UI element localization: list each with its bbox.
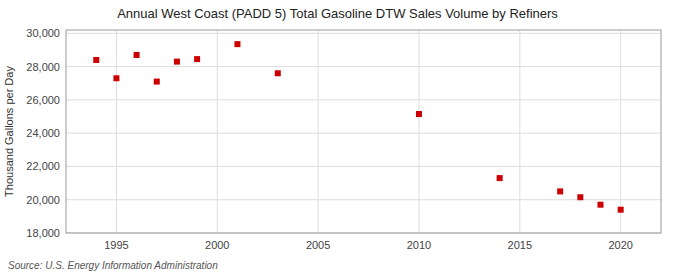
point <box>154 79 160 85</box>
x-tick-label: 2020 <box>608 239 632 251</box>
y-grid-line <box>66 99 661 100</box>
point <box>557 188 563 194</box>
point <box>597 202 603 208</box>
y-tick-label: 30,000 <box>26 27 60 39</box>
page: {"chart_data": {"type": "scatter", "titl… <box>0 0 675 275</box>
y-grid-line <box>66 66 661 67</box>
y-tick-label: 24,000 <box>26 127 60 139</box>
y-tick-label: 20,000 <box>26 194 60 206</box>
point <box>497 175 503 181</box>
chart-svg: Annual West Coast (PADD 5) Total Gasolin… <box>0 0 675 275</box>
y-grid-line <box>66 133 661 134</box>
y-grid-line <box>66 33 661 34</box>
y-tick-label: 28,000 <box>26 61 60 73</box>
x-grid-line <box>519 30 520 233</box>
axes: 18,000 20,000 22,000 24,000 26,000 28,000 30,0… <box>26 27 661 251</box>
point <box>113 75 119 81</box>
y-grid-line <box>66 199 661 200</box>
point <box>234 41 240 47</box>
title: Annual West Coast (PADD 5) Total Gasolin… <box>117 6 558 21</box>
y-tick-label: 22,000 <box>26 160 60 172</box>
point <box>194 56 200 62</box>
point <box>134 52 140 58</box>
plot-frame <box>66 30 661 233</box>
x-grid-line <box>318 30 319 233</box>
point <box>618 207 624 213</box>
point <box>93 57 99 63</box>
point <box>577 194 583 200</box>
x-grid-line <box>418 30 419 233</box>
x-tick-label: 2015 <box>508 239 532 251</box>
source-note: Source: U.S. Energy Information Administ… <box>8 260 218 271</box>
y-grid-line <box>66 166 661 167</box>
y-tick-label: 18,000 <box>26 227 60 239</box>
point <box>174 59 180 65</box>
y-tick-label: 26,000 <box>26 94 60 106</box>
grid <box>66 30 661 233</box>
x-tick-label: 2005 <box>306 239 330 251</box>
x-grid-line <box>116 30 117 233</box>
point <box>275 70 281 76</box>
x-tick-label: 1995 <box>104 239 128 251</box>
y-axis-label: Thousand Gallons per Day <box>3 66 15 197</box>
points <box>93 41 623 213</box>
x-tick-label: 2010 <box>407 239 431 251</box>
point <box>416 111 422 117</box>
x-tick-label: 2000 <box>205 239 229 251</box>
chart-container: Annual West Coast (PADD 5) Total Gasolin… <box>0 0 675 275</box>
x-grid-line <box>217 30 218 233</box>
x-grid-line <box>620 30 621 233</box>
